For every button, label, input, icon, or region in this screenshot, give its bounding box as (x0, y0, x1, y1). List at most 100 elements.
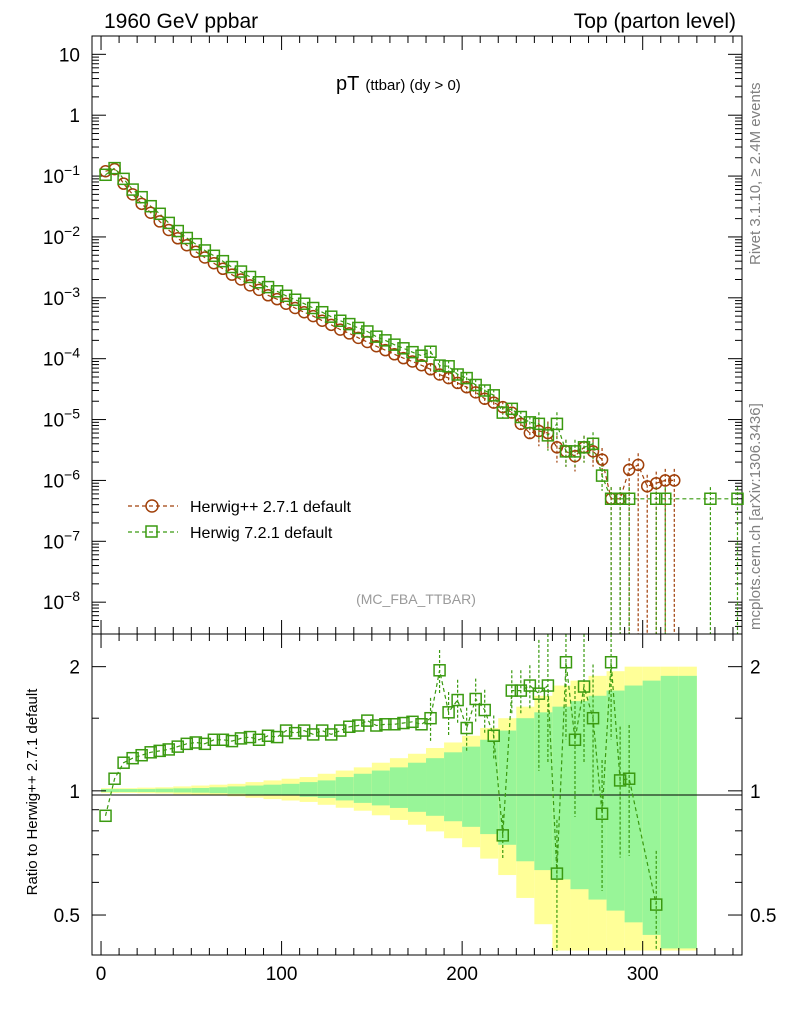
ratio-marker-herwig7 (99, 809, 112, 823)
ratio-markers (99, 655, 663, 911)
ratio-marker-herwig7 (153, 744, 166, 758)
marker-herwig7 (649, 492, 663, 506)
ratio-marker-herwig7 (144, 746, 157, 759)
marker-herwigpp (135, 197, 148, 211)
ratio-marker-herwig7 (135, 748, 148, 762)
marker-herwigpp (514, 417, 528, 431)
x-tick-label: 0 (96, 964, 107, 985)
marker-herwig7 (595, 469, 609, 482)
ratio-marker-herwig7 (261, 729, 275, 743)
ratio-band-inner (209, 787, 228, 794)
ratio-band-inner (606, 690, 625, 911)
ratio-band-inner (516, 718, 535, 862)
ratio-band-inner (678, 675, 697, 949)
marker-herwig7 (659, 492, 672, 506)
marker-herwigpp (189, 245, 203, 259)
ratio-axis-ticks (92, 634, 742, 955)
ratio-marker-herwig7 (243, 730, 257, 744)
marker-herwig7 (505, 402, 519, 416)
ratio-marker-herwig7 (189, 736, 203, 749)
ratio-marker-herwig7 (162, 743, 175, 756)
marker-herwigpp (649, 476, 663, 490)
ratio-band-inner (407, 762, 427, 812)
ratio-marker-herwig7 (577, 680, 591, 693)
legend-marker-herwigpp (145, 499, 159, 513)
ratio-band-inner (353, 773, 372, 803)
marker-herwig7 (343, 317, 356, 331)
ratio-y-tick-label-right: 1 (750, 782, 761, 803)
ratio-marker-herwig7 (406, 715, 419, 729)
marker-herwigpp (144, 206, 157, 219)
ratio-marker-herwig7 (288, 726, 302, 740)
marker-herwig7 (568, 445, 582, 458)
marker-herwig7 (397, 342, 410, 355)
ratio-band-inner (588, 695, 607, 900)
ratio-plot-panel: 0.5 0.5 1 1 2 2 0 100 200 300 Ratio to Herwig++ 2… (24, 633, 776, 985)
main-axis-ticks (92, 36, 742, 635)
ratio-marker-herwig7 (469, 692, 482, 706)
marker-herwigpp (668, 474, 681, 487)
marker-herwig7 (279, 289, 293, 303)
marker-herwig7 (415, 349, 428, 362)
legend-entry-herwigpp: Herwig++ 2.7.1 default (128, 499, 352, 516)
x-tick-label: 100 (266, 964, 298, 985)
side-text-mcplots: mcplots.cern.ch [arXiv:1306.3436] (747, 403, 764, 630)
marker-herwig7 (306, 301, 320, 315)
legend-marker-herwig7 (145, 525, 158, 538)
analysis-tag: (MC_FBA_TTBAR) (356, 591, 476, 607)
marker-herwig7 (126, 183, 139, 196)
marker-herwig7 (379, 334, 392, 347)
ratio-marker-herwig7 (649, 898, 663, 911)
marker-herwigpp (424, 363, 437, 376)
marker-herwigpp (640, 480, 654, 493)
ratio-band-inner (462, 746, 481, 827)
ratio-plot-frame (91, 633, 743, 956)
main-y-tick-label: 10−4 (43, 345, 80, 371)
main-y-tick-label: 10−5 (43, 406, 80, 432)
ratio-band-inner (444, 752, 463, 822)
ratio-marker-herwig7 (297, 724, 311, 737)
main-y-tick-label: 10 (59, 45, 80, 66)
ratio-marker-herwig7 (234, 732, 248, 745)
ratio-band-inner (191, 787, 210, 793)
marker-herwig7 (704, 492, 717, 506)
marker-herwigpp (234, 273, 248, 286)
ratio-y-axis-label: Ratio to Herwig++ 2.7.1 default (24, 688, 41, 896)
ratio-marker-herwig7 (324, 728, 338, 741)
main-y-tick-label: 10−1 (43, 162, 80, 188)
marker-herwigpp (586, 445, 600, 458)
ratio-marker-herwig7 (613, 774, 627, 787)
main-y-tick-label: 10−7 (43, 527, 80, 553)
main-series-lines (105, 167, 738, 500)
ratio-band-inner (371, 770, 390, 806)
ratio-y-tick-label-left: 1 (69, 782, 80, 803)
ratio-band-inner (335, 777, 354, 801)
ratio-band-inner (173, 788, 192, 793)
ratio-band-inner (155, 788, 174, 793)
ratio-band-inner (137, 789, 156, 793)
marker-herwig7 (352, 321, 365, 335)
ratio-band-inner (624, 685, 643, 923)
marker-herwigpp (532, 424, 546, 438)
ratio-y-tick-label-right: 2 (750, 658, 761, 679)
plot-title: pT (ttbar) (dy > 0) (336, 73, 461, 95)
ratio-marker-herwig7 (198, 737, 212, 751)
x-tick-label: 200 (446, 964, 478, 985)
ratio-marker-herwig7 (370, 719, 383, 732)
ratio-marker-herwig7 (397, 716, 410, 730)
marker-herwig7 (261, 280, 275, 294)
marker-herwig7 (451, 368, 464, 381)
ratio-y-tick-label-left: 0.5 (54, 906, 80, 927)
header-right: Top (parton level) (574, 10, 736, 33)
legend-entry-herwig7: Herwig 7.2.1 default (128, 525, 333, 542)
main-markers (99, 161, 744, 506)
ratio-band-inner (389, 767, 408, 808)
ratio-band-inner (480, 739, 499, 835)
ratio-marker-herwig7 (523, 679, 537, 692)
ratio-marker-herwig7 (207, 733, 221, 747)
legend-label-herwig7: Herwig 7.2.1 default (190, 525, 333, 542)
main-series-line (105, 167, 738, 500)
ratio-marker-herwig7 (595, 807, 609, 820)
marker-herwig7 (270, 285, 284, 298)
header-left: 1960 GeV ppbar (104, 10, 258, 33)
